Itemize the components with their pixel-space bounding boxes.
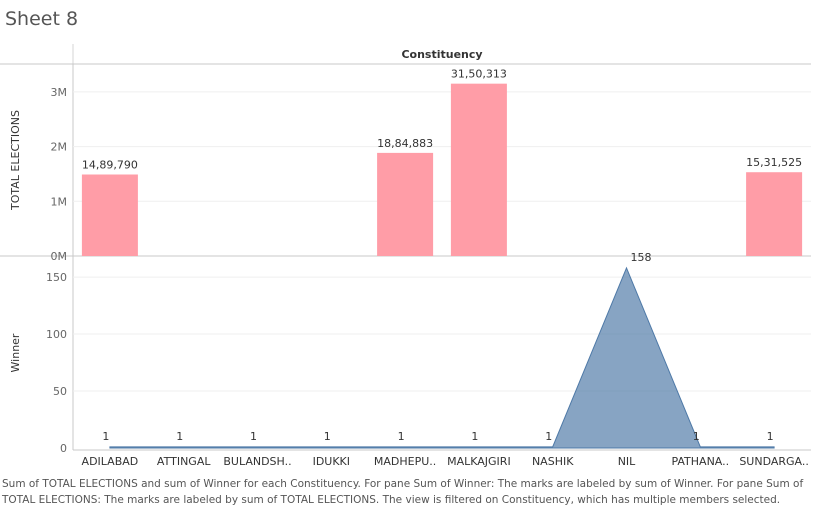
y-tick-label: 100 — [46, 328, 67, 341]
area-value-label: 1 — [176, 430, 183, 443]
x-tick-label: NIL — [618, 455, 636, 468]
y-tick-label: 0M — [51, 250, 68, 263]
x-tick-label: MADHEPU.. — [374, 455, 436, 468]
y-axis-title: TOTAL ELECTIONS — [9, 110, 22, 211]
area-value-label: 1 — [545, 430, 552, 443]
area-value-label: 1 — [471, 430, 478, 443]
area-value-label: 1 — [250, 430, 257, 443]
bar — [746, 172, 803, 256]
x-tick-label: SUNDARGA.. — [739, 455, 809, 468]
chart-caption: Sum of TOTAL ELECTIONS and sum of Winner… — [2, 478, 804, 506]
bar-value-label: 31,50,313 — [451, 68, 507, 81]
x-tick-label: PATHANA.. — [671, 455, 729, 468]
y-tick-label: 150 — [46, 271, 67, 284]
area-value-label: 158 — [631, 251, 652, 264]
x-tick-label: NASHIK — [532, 455, 574, 468]
winner-area — [109, 266, 775, 449]
bar — [377, 152, 434, 256]
y-tick-label: 0 — [60, 442, 67, 455]
x-field-label: Constituency — [401, 48, 482, 61]
y-tick-label: 3M — [51, 86, 68, 99]
x-tick-label: BULANDSH.. — [223, 455, 291, 468]
y-axis-title: Winner — [9, 333, 22, 372]
sheet-title: Sheet 8 — [5, 8, 79, 30]
y-tick-label: 50 — [53, 385, 67, 398]
bar — [81, 174, 138, 256]
x-tick-label: ADILABAD — [82, 455, 139, 468]
area-value-label: 1 — [102, 430, 109, 443]
bar-value-label: 14,89,790 — [82, 158, 138, 171]
area-value-label: 1 — [324, 430, 331, 443]
area-value-label: 1 — [398, 430, 405, 443]
y-tick-label: 2M — [51, 141, 68, 154]
area-value-label: 1 — [767, 430, 774, 443]
bar-value-label: 18,84,883 — [377, 137, 433, 150]
area-value-label: 1 — [693, 430, 700, 443]
x-tick-label: ATTINGAL — [157, 455, 211, 468]
y-tick-label: 1M — [51, 195, 68, 208]
combined-chart: Constituency 0M 1M 2M 3M TOTAL ELECTIONS 14,89… — [0, 44, 811, 468]
bar — [450, 83, 507, 256]
x-tick-label: MALKAJGIRI — [447, 455, 511, 468]
x-tick-label: IDUKKI — [313, 455, 350, 468]
bar-value-label: 15,31,525 — [746, 156, 802, 169]
